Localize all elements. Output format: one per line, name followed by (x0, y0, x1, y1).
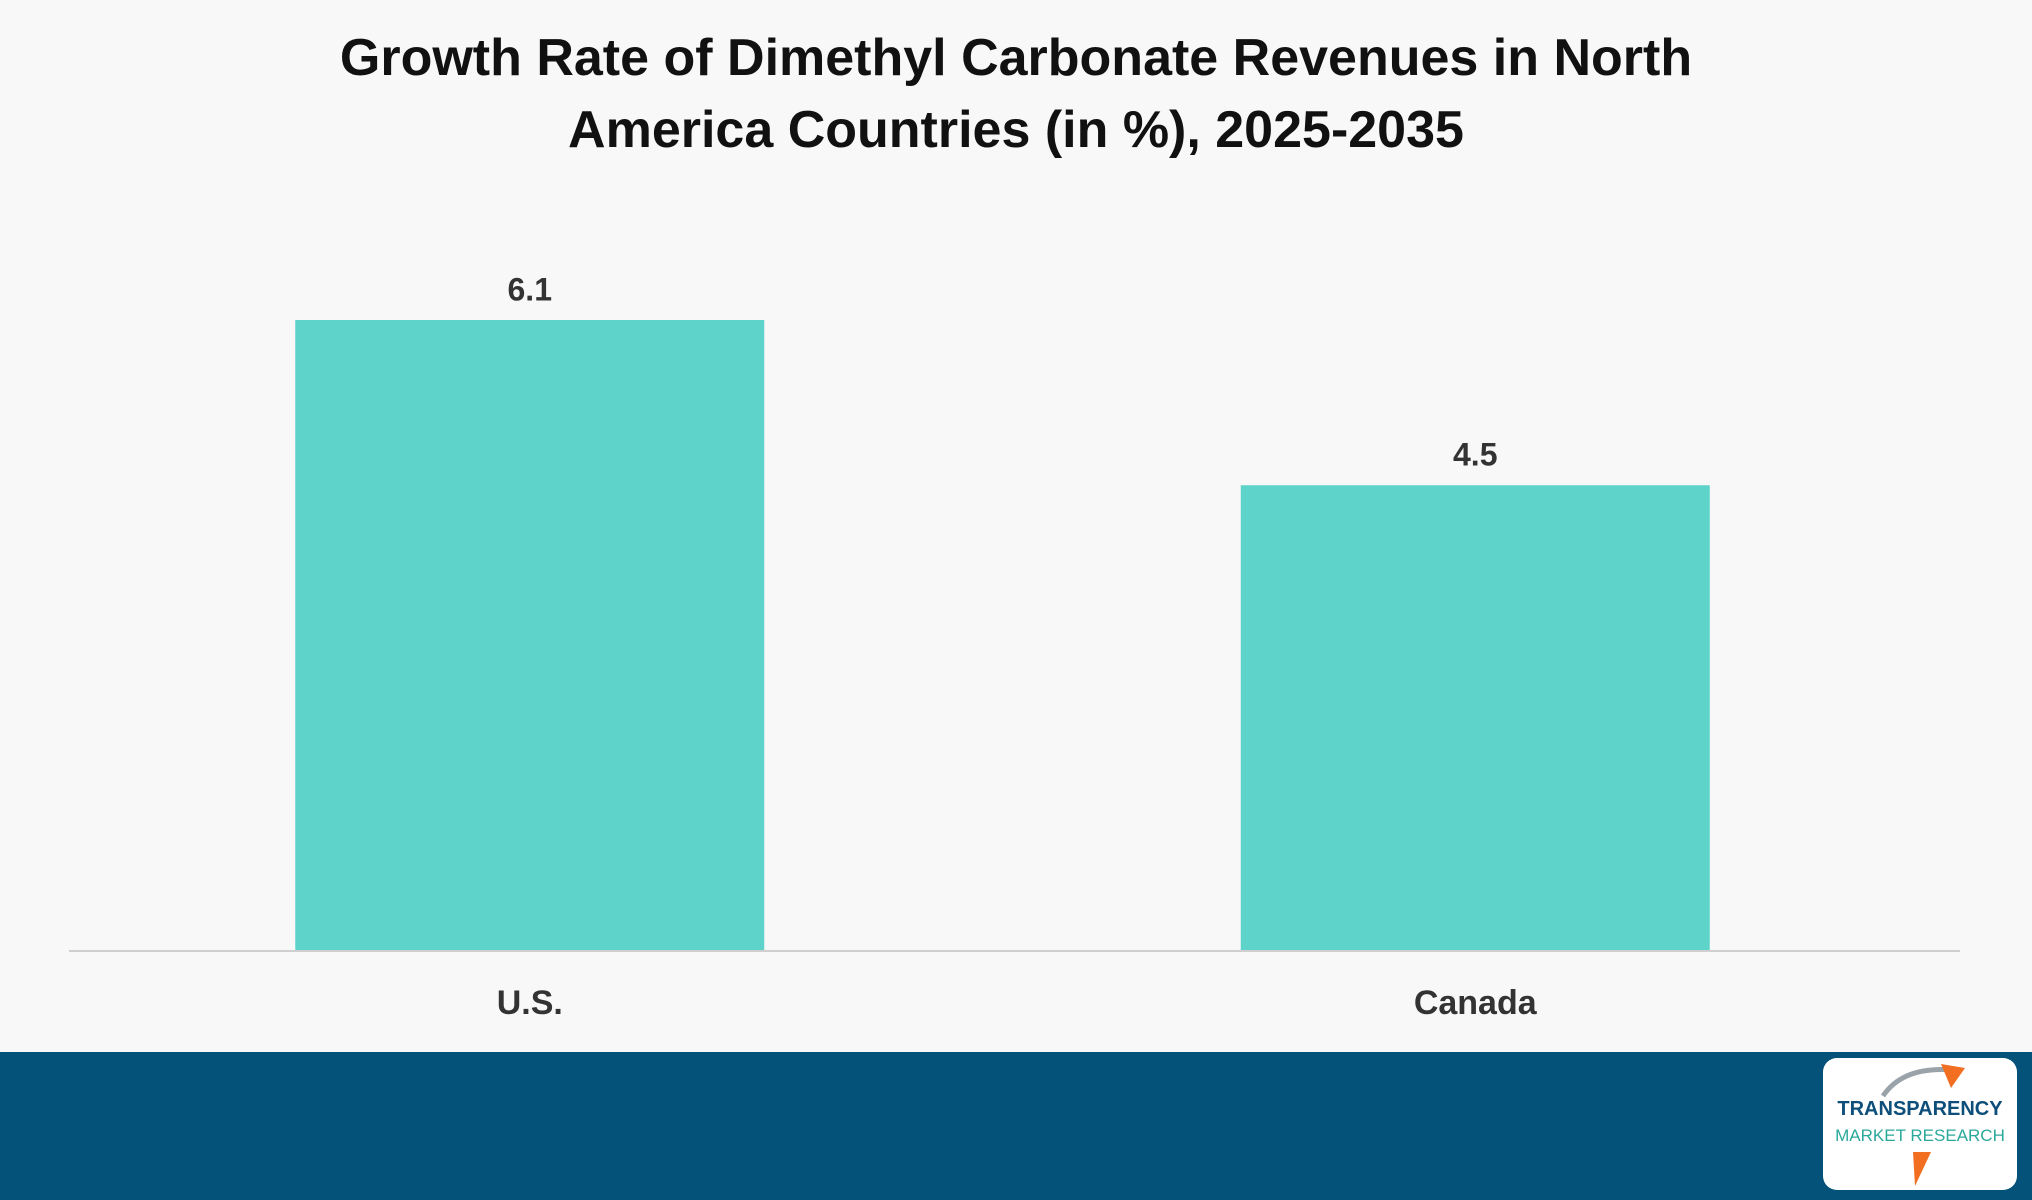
chart: U.S. 6.1 Canada 4.5 (69, 271, 1960, 1022)
data-label: 6.1 (508, 271, 552, 307)
logo-subtitle: MARKET RESEARCH (1835, 1126, 2005, 1145)
data-label: 4.5 (1453, 437, 1497, 473)
footer (0, 1052, 2032, 1200)
bar (295, 320, 765, 950)
logo-arrow (1913, 1152, 1931, 1186)
logo: TRANSPARENCY MARKET RESEARCH (1823, 1058, 2017, 1190)
x-tick-label: Canada (1414, 984, 1538, 1022)
x-tick-label: U.S. (497, 984, 563, 1022)
logo-icon (1880, 1064, 1965, 1098)
chart-title: Growth Rate of Dimethyl Carbonate Revenu… (339, 29, 1693, 159)
bar (1240, 485, 1710, 950)
logo-name: TRANSPARENCY (1837, 1098, 2003, 1120)
